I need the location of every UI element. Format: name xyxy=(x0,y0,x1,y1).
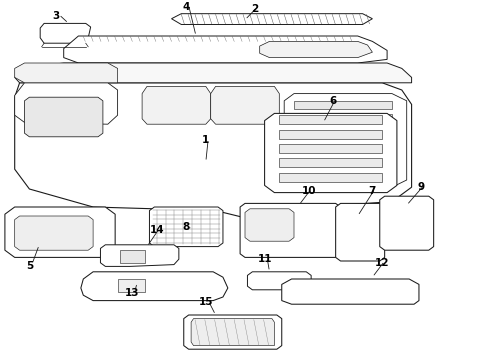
Polygon shape xyxy=(279,130,382,139)
Text: 3: 3 xyxy=(53,11,60,21)
Polygon shape xyxy=(380,196,434,250)
Polygon shape xyxy=(191,319,274,346)
Polygon shape xyxy=(15,83,412,218)
Polygon shape xyxy=(142,86,211,124)
Polygon shape xyxy=(279,144,382,153)
Text: 2: 2 xyxy=(251,4,258,14)
Polygon shape xyxy=(15,63,118,83)
Polygon shape xyxy=(294,101,392,109)
Text: 6: 6 xyxy=(330,96,337,106)
Polygon shape xyxy=(294,128,392,136)
Polygon shape xyxy=(240,203,341,257)
Polygon shape xyxy=(294,142,392,150)
Polygon shape xyxy=(149,207,223,247)
Text: 9: 9 xyxy=(418,182,425,192)
Polygon shape xyxy=(245,209,294,241)
Text: 15: 15 xyxy=(198,297,213,307)
Polygon shape xyxy=(40,23,91,43)
Polygon shape xyxy=(294,169,392,177)
Polygon shape xyxy=(24,97,103,137)
Text: 1: 1 xyxy=(202,135,209,145)
Polygon shape xyxy=(5,207,115,257)
Polygon shape xyxy=(15,83,118,124)
Text: 13: 13 xyxy=(125,288,140,298)
Polygon shape xyxy=(15,63,412,83)
Polygon shape xyxy=(184,315,282,349)
Polygon shape xyxy=(81,272,228,301)
Text: 5: 5 xyxy=(26,261,33,271)
Polygon shape xyxy=(100,245,179,266)
Polygon shape xyxy=(279,115,382,124)
Polygon shape xyxy=(15,216,93,250)
Polygon shape xyxy=(211,86,279,124)
Polygon shape xyxy=(294,156,392,163)
Text: 10: 10 xyxy=(301,186,316,196)
Polygon shape xyxy=(120,250,145,263)
Text: 8: 8 xyxy=(183,222,190,232)
Polygon shape xyxy=(172,14,372,24)
Polygon shape xyxy=(336,203,385,261)
Text: 14: 14 xyxy=(149,225,164,235)
Polygon shape xyxy=(294,114,392,122)
Polygon shape xyxy=(260,41,372,58)
Polygon shape xyxy=(284,94,407,187)
Text: 4: 4 xyxy=(182,2,190,12)
Polygon shape xyxy=(265,113,397,193)
Polygon shape xyxy=(118,279,145,292)
Polygon shape xyxy=(247,272,311,290)
Polygon shape xyxy=(279,173,382,182)
Polygon shape xyxy=(64,36,387,63)
Polygon shape xyxy=(282,279,419,304)
Text: 7: 7 xyxy=(368,186,376,196)
Text: 11: 11 xyxy=(257,254,272,264)
Text: 12: 12 xyxy=(375,258,390,268)
Polygon shape xyxy=(279,158,382,167)
